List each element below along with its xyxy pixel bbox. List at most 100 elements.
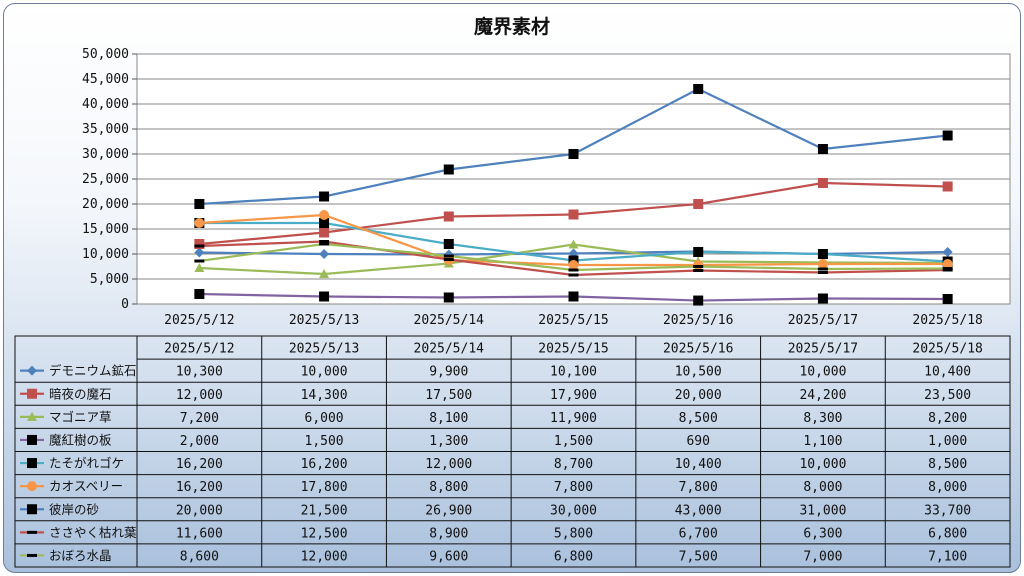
table-cell: 1,500 (305, 434, 344, 449)
table-cell: 8,700 (554, 457, 593, 472)
table-cell: 6,700 (679, 526, 718, 541)
table-cell: 8,200 (928, 411, 967, 426)
data-point (443, 164, 454, 175)
data-point (319, 218, 330, 228)
table-cell: 16,200 (176, 457, 223, 472)
legend-series-name: カオスベリー (49, 479, 123, 494)
data-point (942, 247, 953, 257)
table-cell: 8,600 (180, 549, 219, 564)
table-header-cell: 2025/5/13 (289, 342, 359, 357)
table-cell: 30,000 (550, 503, 597, 518)
table-cell: 9,600 (429, 549, 468, 564)
table-cell: 10,500 (675, 365, 722, 380)
x-tick-label: 2025/5/18 (912, 313, 982, 328)
table-cell: 31,000 (799, 503, 846, 518)
table-row: デモニウム鉱石 10,300 10,000 9,900 10,100 10,500 10,0… (20, 363, 971, 380)
table-header-cell: 2025/5/15 (538, 342, 608, 357)
data-point (319, 291, 330, 302)
y-tick-label: 40,000 (82, 97, 129, 112)
series-7 (194, 84, 953, 209)
chart-title: 魔界素材 (473, 16, 550, 38)
table-cell: 7,500 (679, 549, 718, 564)
data-point (194, 199, 205, 209)
table-cell: 11,600 (176, 526, 223, 541)
legend-series-name: マゴニア草 (49, 409, 112, 424)
table-cell: 1,300 (429, 434, 468, 449)
data-point (27, 530, 37, 534)
data-point (194, 218, 205, 228)
data-point (27, 553, 37, 557)
data-point (443, 239, 454, 249)
table-cell: 1,100 (803, 434, 842, 449)
table-cell: 12,500 (301, 526, 348, 541)
data-point (319, 269, 330, 278)
table-cell: 7,800 (554, 480, 593, 495)
legend-series-name: ささやく枯れ葉 (49, 525, 137, 540)
data-point (942, 267, 953, 270)
table-cell: 8,800 (429, 480, 468, 495)
table-cell: 6,800 (554, 549, 593, 564)
data-point (693, 84, 704, 94)
data-point (194, 289, 205, 299)
table-cell: 8,300 (803, 411, 842, 426)
table-cell: 16,200 (301, 457, 348, 472)
legend-series-name: 彼岸の砂 (49, 502, 99, 517)
table-cell: 12,000 (301, 549, 348, 564)
table-cell: 17,500 (425, 388, 472, 403)
table-cell: 8,900 (429, 526, 468, 541)
y-tick-label: 20,000 (82, 197, 129, 212)
table-cell: 6,000 (305, 411, 344, 426)
data-table: 2025/5/12 2025/5/13 2025/5/14 2025/5/15 2025… (14, 335, 1011, 568)
data-point (443, 258, 454, 261)
y-tick-label: 10,000 (82, 247, 129, 262)
table-cell: 9,900 (429, 365, 468, 380)
table-cell: 7,200 (180, 411, 219, 426)
data-point (568, 291, 579, 302)
data-point (568, 239, 579, 249)
data-point (693, 269, 704, 272)
data-point (27, 504, 37, 515)
data-point (817, 293, 828, 304)
table-row: マゴニア草 7,200 6,000 8,100 11,900 8,500 8,300 8,20… (20, 409, 967, 426)
y-tick-label: 50,000 (82, 47, 129, 62)
data-point (194, 239, 205, 249)
table-row: たそがれゴケ 16,200 16,200 12,000 8,700 10,400 10,00… (20, 456, 967, 472)
data-point (817, 259, 828, 269)
data-point (27, 481, 37, 492)
data-point (194, 244, 205, 248)
table-header-cell: 2025/5/12 (164, 342, 234, 357)
table-cell: 8,500 (928, 457, 967, 472)
data-point (319, 249, 330, 259)
table-cell: 33,700 (924, 503, 971, 518)
table-cell: 10,000 (799, 457, 846, 472)
x-tick-label: 2025/5/14 (414, 313, 485, 328)
table-cell: 20,000 (176, 503, 223, 518)
table-cell: 10,000 (799, 365, 846, 380)
table-cell: 16,200 (176, 480, 223, 495)
table-cell: 5,800 (554, 526, 593, 541)
data-point (319, 191, 330, 202)
table-row: おぼろ水晶 8,600 12,000 9,600 6,800 7,500 7,000 7,10… (20, 548, 967, 564)
table-cell: 10,300 (176, 365, 223, 380)
table-cell: 10,400 (675, 457, 722, 472)
table-cell: 21,500 (301, 503, 348, 518)
legend-series-name: たそがれゴケ (49, 456, 124, 471)
data-point (319, 240, 330, 243)
y-tick-label: 15,000 (82, 222, 129, 237)
data-point (27, 365, 37, 376)
table-cell: 26,900 (425, 503, 472, 518)
table-cell: 23,500 (924, 388, 971, 403)
table-row: ささやく枯れ葉 11,600 12,500 8,900 5,800 6,700 6,300 6… (20, 525, 967, 541)
x-tick-label: 2025/5/16 (663, 313, 733, 328)
y-tick-label: 45,000 (82, 72, 129, 87)
y-tick-label: 5,000 (90, 272, 129, 287)
table-header-cell: 2025/5/17 (788, 342, 858, 357)
table-cell: 20,000 (675, 388, 722, 403)
data-point (693, 199, 704, 209)
data-point (693, 265, 704, 268)
table-cell: 1,500 (554, 434, 593, 449)
data-point (319, 242, 330, 246)
table-cell: 10,100 (550, 365, 597, 380)
legend-series-name: デモニウム鉱石 (49, 363, 137, 378)
data-point (443, 292, 454, 303)
